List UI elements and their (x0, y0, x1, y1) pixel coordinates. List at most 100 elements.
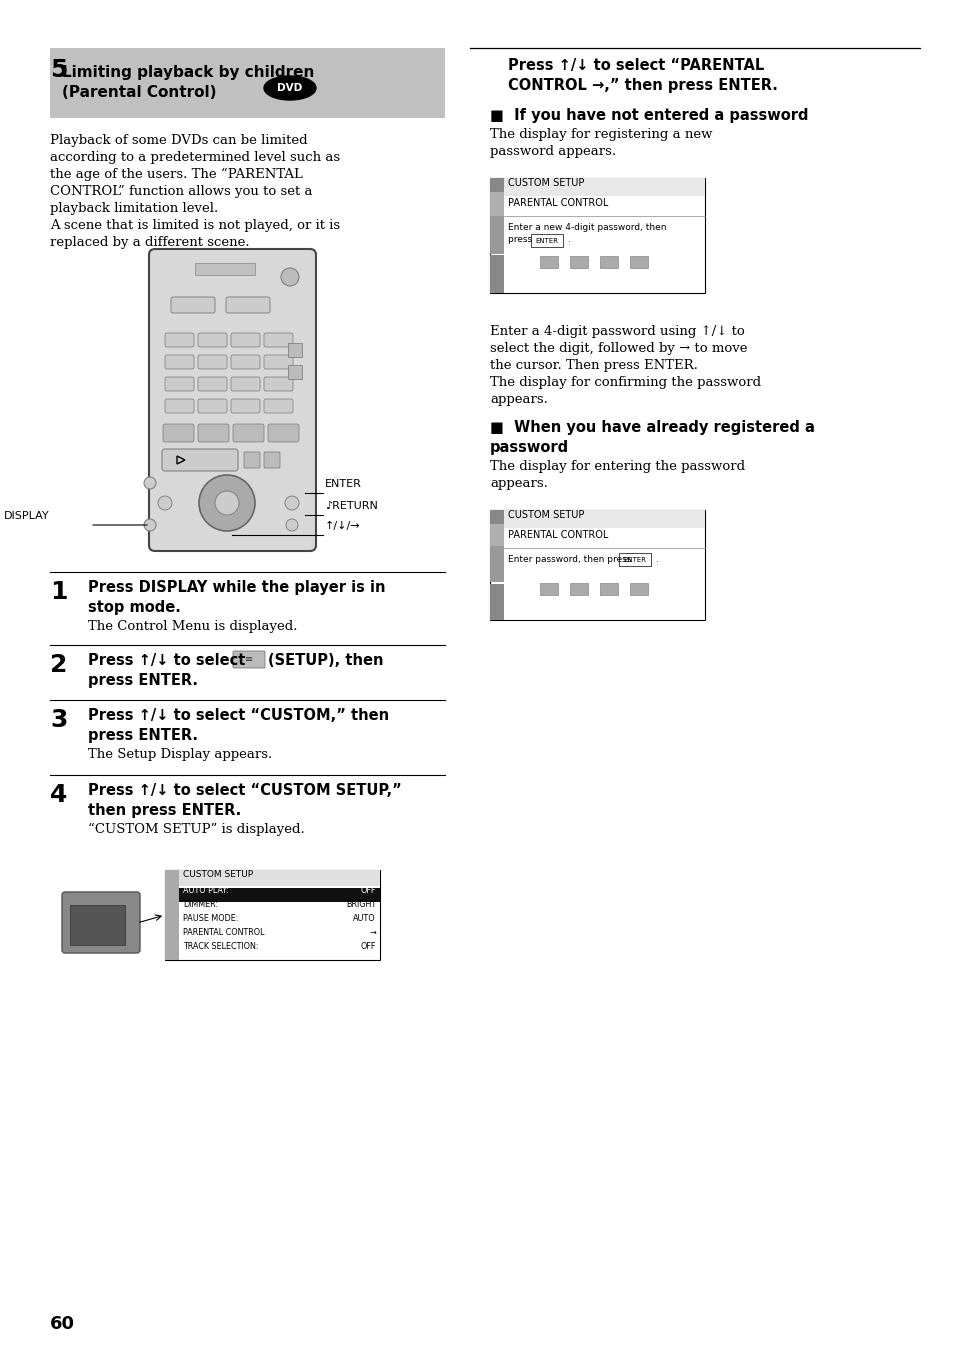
Bar (165, 869, 379, 960)
Text: PARENTAL CONTROL: PARENTAL CONTROL (183, 927, 264, 937)
Bar (490, 178, 704, 293)
FancyBboxPatch shape (268, 425, 298, 442)
FancyBboxPatch shape (198, 425, 229, 442)
FancyBboxPatch shape (231, 333, 260, 347)
Text: ENTER: ENTER (535, 238, 558, 243)
Text: “CUSTOM SETUP” is displayed.: “CUSTOM SETUP” is displayed. (88, 823, 304, 837)
Text: .: . (652, 556, 659, 564)
Text: 3: 3 (50, 708, 68, 731)
Bar (569, 583, 587, 595)
FancyBboxPatch shape (149, 249, 315, 552)
Text: Press DISPLAY while the player is in: Press DISPLAY while the player is in (88, 580, 385, 595)
Text: CUSTOM SETUP: CUSTOM SETUP (183, 869, 253, 879)
Bar (490, 510, 503, 525)
Bar (599, 256, 618, 268)
Bar (490, 546, 503, 581)
Circle shape (281, 268, 298, 287)
Circle shape (285, 496, 298, 510)
Circle shape (286, 519, 297, 531)
Text: Press ↑/↓ to select “CUSTOM SETUP,”: Press ↑/↓ to select “CUSTOM SETUP,” (88, 783, 401, 798)
Text: then press ENTER.: then press ENTER. (88, 803, 241, 818)
FancyBboxPatch shape (264, 399, 293, 412)
Text: PARENTAL CONTROL: PARENTAL CONTROL (507, 530, 608, 539)
Text: 60: 60 (50, 1315, 75, 1333)
Text: DVD: DVD (277, 82, 302, 93)
Text: CUSTOM SETUP: CUSTOM SETUP (507, 178, 584, 188)
Bar (490, 178, 503, 192)
Circle shape (214, 491, 239, 515)
Text: The Setup Display appears.: The Setup Display appears. (88, 748, 272, 761)
Text: stop mode.: stop mode. (88, 600, 181, 615)
FancyBboxPatch shape (226, 297, 270, 314)
Bar (288, 343, 302, 357)
Text: A scene that is limited is not played, or it is: A scene that is limited is not played, o… (50, 219, 340, 233)
Text: password: password (490, 439, 569, 456)
Text: ■  When you have already registered a: ■ When you have already registered a (490, 420, 814, 435)
FancyBboxPatch shape (231, 377, 260, 391)
FancyBboxPatch shape (62, 892, 140, 953)
Text: OFF: OFF (360, 942, 375, 950)
Text: AUTO: AUTO (353, 914, 375, 923)
Text: the cursor. Then press ENTER.: the cursor. Then press ENTER. (490, 360, 698, 372)
FancyBboxPatch shape (171, 297, 214, 314)
Text: PARENTAL CONTROL: PARENTAL CONTROL (507, 197, 608, 208)
Bar (503, 510, 704, 529)
Text: Limiting playback by children: Limiting playback by children (62, 65, 314, 80)
FancyBboxPatch shape (264, 356, 293, 369)
Text: (Parental Control): (Parental Control) (62, 85, 216, 100)
Text: password appears.: password appears. (490, 145, 616, 158)
Text: →: → (369, 927, 375, 937)
Text: OFF: OFF (360, 886, 375, 895)
Bar (179, 869, 379, 886)
FancyBboxPatch shape (231, 399, 260, 412)
Text: DISPLAY: DISPLAY (5, 511, 50, 521)
Bar (629, 256, 647, 268)
FancyBboxPatch shape (198, 377, 227, 391)
Ellipse shape (264, 76, 315, 100)
Circle shape (144, 519, 156, 531)
Text: according to a predetermined level such as: according to a predetermined level such … (50, 151, 340, 164)
Text: TRACK SELECTION:: TRACK SELECTION: (183, 942, 258, 950)
Bar (539, 583, 558, 595)
Circle shape (199, 475, 254, 531)
Text: Press ↑/↓ to select “PARENTAL: Press ↑/↓ to select “PARENTAL (507, 58, 763, 73)
Text: ENTER: ENTER (623, 557, 646, 562)
Text: BRIGHT: BRIGHT (346, 900, 375, 909)
Text: select the digit, followed by → to move: select the digit, followed by → to move (490, 342, 747, 356)
Bar (490, 584, 503, 621)
FancyBboxPatch shape (233, 425, 264, 442)
Text: Enter password, then press: Enter password, then press (507, 556, 634, 564)
Text: (SETUP), then: (SETUP), then (268, 653, 383, 668)
Text: CONTROL →,” then press ENTER.: CONTROL →,” then press ENTER. (507, 78, 777, 93)
Text: press: press (507, 235, 535, 243)
Text: ENTER: ENTER (325, 479, 361, 489)
Text: The display for registering a new: The display for registering a new (490, 128, 712, 141)
Bar (490, 256, 503, 293)
FancyBboxPatch shape (264, 333, 293, 347)
Text: Enter a new 4-digit password, then: Enter a new 4-digit password, then (507, 223, 666, 233)
Text: ≡: ≡ (245, 654, 253, 664)
FancyBboxPatch shape (163, 425, 193, 442)
Text: Press ↑/↓ to select “CUSTOM,” then: Press ↑/↓ to select “CUSTOM,” then (88, 708, 389, 723)
FancyBboxPatch shape (264, 452, 280, 468)
Bar (288, 365, 302, 379)
Text: press ENTER.: press ENTER. (88, 673, 198, 688)
Text: 4: 4 (50, 783, 68, 807)
Bar (179, 888, 379, 902)
Bar (599, 583, 618, 595)
FancyBboxPatch shape (165, 377, 193, 391)
Bar (50, 49, 444, 118)
FancyBboxPatch shape (165, 399, 193, 412)
Text: .: . (564, 235, 570, 243)
FancyBboxPatch shape (198, 356, 227, 369)
Bar (165, 869, 179, 960)
Text: The display for confirming the password: The display for confirming the password (490, 376, 760, 389)
FancyBboxPatch shape (231, 356, 260, 369)
FancyBboxPatch shape (198, 333, 227, 347)
Bar (539, 256, 558, 268)
Text: appears.: appears. (490, 477, 547, 489)
Bar (70, 904, 125, 945)
Circle shape (144, 477, 156, 489)
Text: DIMMER:: DIMMER: (183, 900, 218, 909)
FancyBboxPatch shape (264, 377, 293, 391)
